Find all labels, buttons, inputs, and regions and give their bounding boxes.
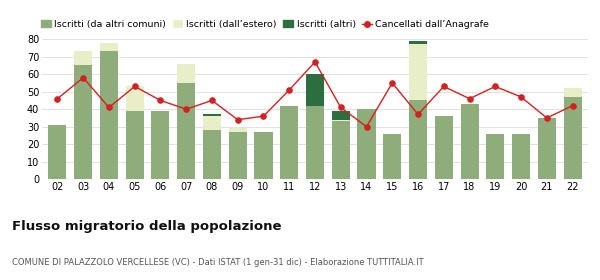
Point xyxy=(155,98,165,103)
Bar xyxy=(409,101,427,179)
Bar xyxy=(306,106,324,179)
Bar xyxy=(461,104,479,179)
Bar xyxy=(126,111,144,179)
Bar xyxy=(409,41,427,45)
Point xyxy=(284,88,294,92)
Bar xyxy=(306,74,324,106)
Bar xyxy=(332,122,350,179)
Bar xyxy=(409,45,427,101)
Bar xyxy=(229,132,247,179)
Point xyxy=(568,103,577,108)
Bar xyxy=(177,83,195,179)
Bar xyxy=(151,111,169,179)
Bar xyxy=(203,115,221,116)
Point xyxy=(207,98,217,103)
Point xyxy=(413,112,423,117)
Point xyxy=(516,95,526,99)
Bar xyxy=(100,52,118,179)
Bar xyxy=(74,66,92,179)
Point xyxy=(362,124,371,129)
Bar xyxy=(538,118,556,179)
Bar xyxy=(126,87,144,111)
Bar xyxy=(254,132,272,179)
Legend: Iscritti (da altri comuni), Iscritti (dall’estero), Iscritti (altri), Cancellati: Iscritti (da altri comuni), Iscritti (da… xyxy=(41,20,490,29)
Bar xyxy=(358,109,376,179)
Bar xyxy=(383,134,401,179)
Point xyxy=(310,60,320,64)
Point xyxy=(130,84,140,89)
Point xyxy=(465,96,475,101)
Point xyxy=(233,118,242,122)
Bar xyxy=(203,130,221,179)
Point xyxy=(388,81,397,85)
Bar xyxy=(177,64,195,83)
Bar xyxy=(280,106,298,179)
Bar xyxy=(435,116,453,179)
Bar xyxy=(563,97,581,179)
Point xyxy=(181,107,191,111)
Point xyxy=(336,105,346,110)
Bar xyxy=(203,116,221,130)
Point xyxy=(439,84,449,89)
Bar xyxy=(486,134,504,179)
Point xyxy=(79,75,88,80)
Bar xyxy=(512,134,530,179)
Bar xyxy=(100,43,118,52)
Point xyxy=(53,96,62,101)
Text: COMUNE DI PALAZZOLO VERCELLESE (VC) - Dati ISTAT (1 gen-31 dic) - Elaborazione T: COMUNE DI PALAZZOLO VERCELLESE (VC) - Da… xyxy=(12,258,424,267)
Bar xyxy=(229,129,247,132)
Bar xyxy=(332,111,350,120)
Bar xyxy=(49,125,67,179)
Bar xyxy=(74,52,92,66)
Point xyxy=(542,116,551,120)
Bar xyxy=(332,120,350,122)
Bar xyxy=(563,88,581,97)
Point xyxy=(259,114,268,118)
Point xyxy=(490,84,500,89)
Point xyxy=(104,105,114,110)
Text: Flusso migratorio della popolazione: Flusso migratorio della popolazione xyxy=(12,220,281,233)
